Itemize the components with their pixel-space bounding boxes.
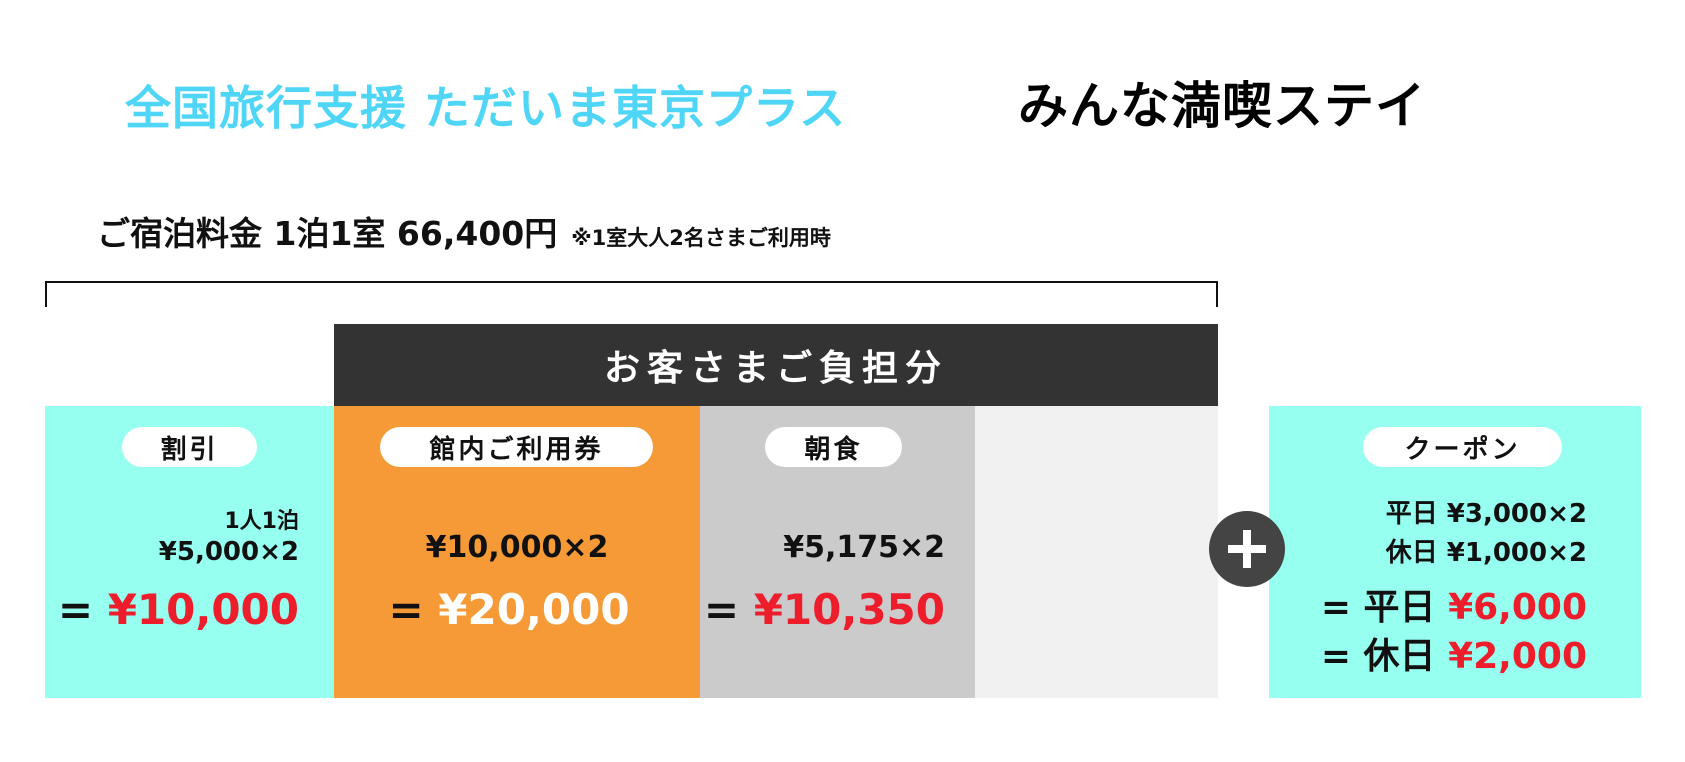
breakfast-pill: 朝食 <box>765 427 902 467</box>
equals-sign: = <box>57 585 94 634</box>
campaign-title: 全国旅行支援 ただいま東京プラス <box>125 81 847 135</box>
discount-total-line: = ¥10,000 <box>58 585 299 634</box>
voucher-calc: ¥10,000×2 <box>425 530 609 565</box>
plan-title: みんな満喫ステイ <box>1018 77 1426 135</box>
coupon-weekday-total-line: = 平日 ¥6,000 <box>1321 578 1587 630</box>
discount-calc: ¥5,000×2 <box>158 537 299 567</box>
coupon-weekday-total: ¥6,000 <box>1448 587 1587 628</box>
coupon-weekday-calc: 平日 ¥3,000×2 <box>1385 499 1587 529</box>
breakfast-total: ¥10,350 <box>753 585 945 634</box>
breakfast-total-line: = ¥10,350 <box>704 585 945 634</box>
coupon-pill: クーポン <box>1363 427 1562 467</box>
equals-sign: = <box>388 585 424 634</box>
breakfast-calc: ¥5,175×2 <box>783 530 945 565</box>
voucher-total-line: = ¥20,000 <box>334 585 684 634</box>
coupon-holiday-total-line: = 休日 ¥2,000 <box>1321 627 1587 679</box>
discount-per-person: 1人1泊 <box>224 509 299 534</box>
voucher-pill: 館内ご利用券 <box>380 427 653 467</box>
plus-circle-icon <box>1209 511 1285 587</box>
holiday-label: = 休日 <box>1320 636 1436 677</box>
weekday-label: = 平日 <box>1320 587 1436 628</box>
total-bracket <box>45 281 1218 307</box>
discount-total: ¥10,000 <box>107 585 299 634</box>
coupon-holiday-calc: 休日 ¥1,000×2 <box>1385 538 1587 568</box>
equals-sign: = <box>703 585 740 634</box>
discount-pill: 割引 <box>122 427 257 467</box>
remaining-column <box>975 406 1218 698</box>
coupon-holiday-total: ¥2,000 <box>1448 636 1587 677</box>
voucher-total: ¥20,000 <box>438 585 630 634</box>
price-label: ご宿泊料金 1泊1室 66,400円 <box>97 214 558 253</box>
customer-share-header: お客さまご負担分 <box>334 324 1218 406</box>
price-note: ※1室大人2名さまご利用時 <box>571 226 831 250</box>
price-line: ご宿泊料金 1泊1室 66,400円 ※1室大人2名さまご利用時 <box>97 207 831 255</box>
